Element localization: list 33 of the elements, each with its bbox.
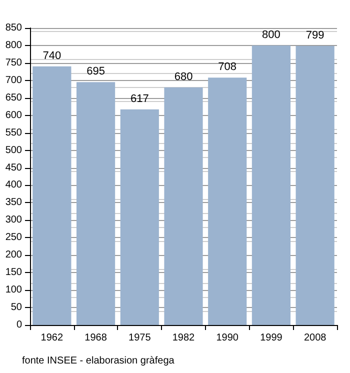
- y-tick-label: 500: [5, 144, 22, 156]
- y-tick-label: 250: [5, 232, 22, 244]
- x-tick-label: 1990: [216, 332, 239, 344]
- y-tick-label: 200: [5, 250, 22, 261]
- y-tick-label: 550: [5, 127, 22, 138]
- x-tick-label: 1968: [84, 332, 108, 344]
- y-tick-label: 700: [5, 74, 22, 86]
- x-tick-label: 1975: [128, 332, 152, 344]
- y-tick-label: 450: [5, 162, 22, 174]
- y-tick-label: 350: [5, 197, 22, 208]
- data-label: 680: [174, 70, 193, 83]
- data-label: 799: [306, 29, 324, 42]
- y-tick-label: 750: [5, 57, 22, 68]
- x-tick-label: 2008: [304, 332, 327, 344]
- data-label: 740: [42, 50, 62, 62]
- y-tick-label: 100: [5, 284, 22, 296]
- y-tick-label: 50: [10, 302, 22, 314]
- y-tick-label: 150: [5, 267, 22, 278]
- y-tick-label: 800: [5, 40, 22, 51]
- data-label: 800: [262, 28, 280, 41]
- y-tick-label: 600: [5, 110, 22, 121]
- x-tick-label: 1962: [40, 332, 64, 344]
- data-label: 708: [218, 61, 237, 74]
- y-tick-label: 300: [5, 214, 22, 226]
- data-label: 617: [130, 92, 149, 105]
- y-tick-label: 0: [16, 320, 22, 330]
- y-tick-label: 400: [5, 180, 22, 191]
- source-note: fonte INSEE - elaborasion gràfega: [22, 356, 175, 366]
- y-tick-label: 850: [5, 22, 22, 34]
- x-tick-label: 1999: [260, 332, 283, 344]
- data-label: 695: [86, 66, 105, 78]
- x-tick-label: 1982: [172, 332, 196, 344]
- y-tick-label: 650: [5, 92, 22, 104]
